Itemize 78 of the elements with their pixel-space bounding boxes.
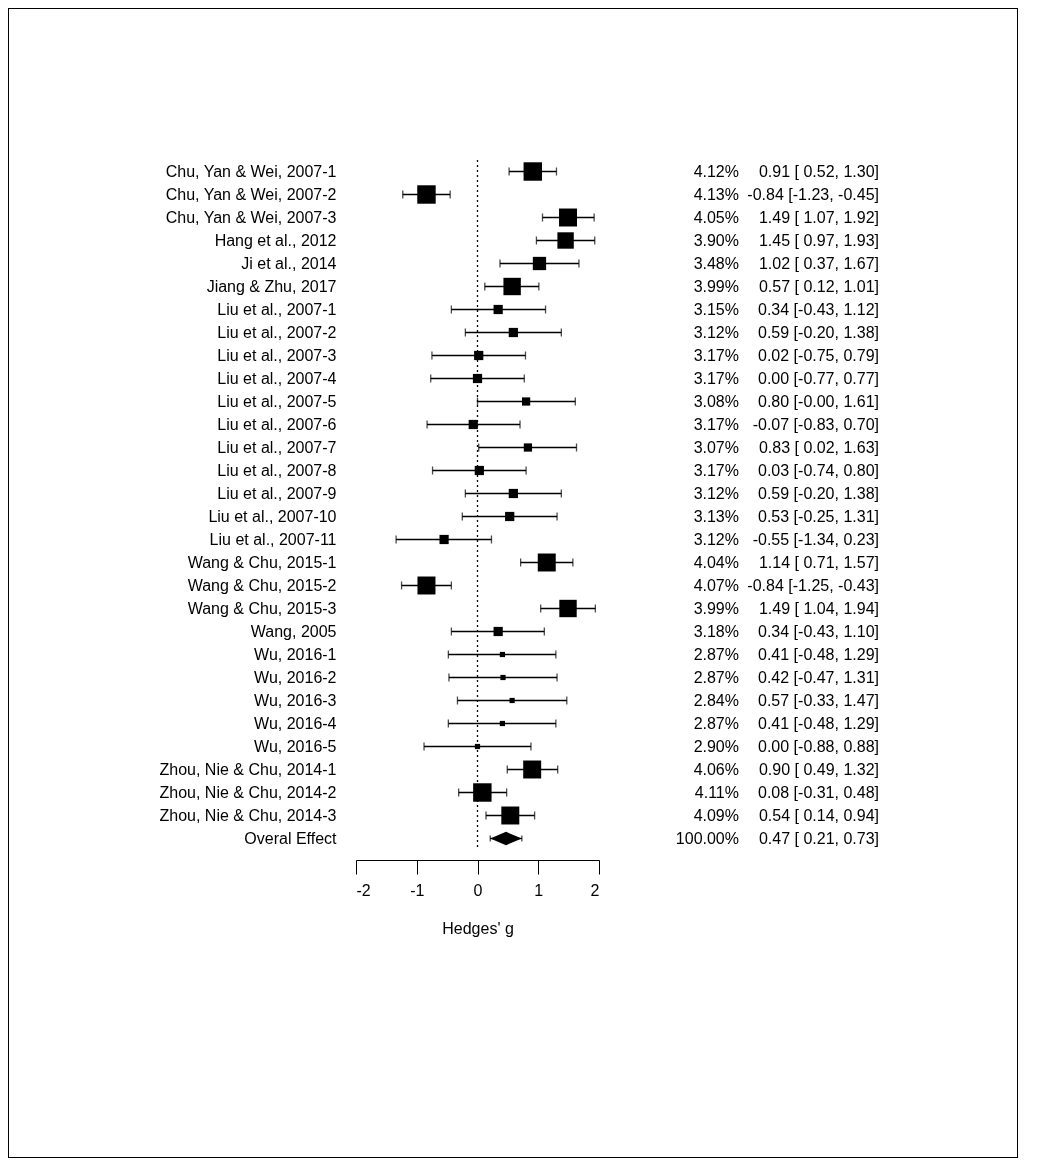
y-tick-label: Zhou, Nie & Chu, 2014-3 (159, 806, 337, 824)
text: 3.48% 1.02 [ 0.37, 1.67] (693, 254, 879, 272)
y-tick-label: Wu, 2016-4 (254, 714, 337, 732)
text: 3.17% 0.03 [-0.74, 0.80] (693, 461, 879, 479)
point (508, 327, 518, 338)
text: 4.13% -0.84 [-1.23, -0.45] (693, 185, 879, 203)
y-tick-label: Wu, 2016-5 (254, 737, 337, 755)
text: 2.87% 0.41 [-0.48, 1.29] (693, 645, 879, 663)
x-tick-label: -1 (410, 881, 425, 899)
text: 3.12% 0.59 [-0.20, 1.38] (693, 484, 879, 502)
x-tick-label: 1 (534, 881, 544, 899)
text: 3.17% -0.07 [-0.83, 0.70] (693, 415, 879, 433)
y-tick-label: Wu, 2016-3 (254, 691, 337, 709)
text: 4.11% 0.08 [-0.31, 0.48] (694, 783, 879, 801)
y-tick-label: Liu et al., 2007-11 (209, 530, 337, 548)
text: 2.84% 0.57 [-0.33, 1.47] (693, 691, 879, 709)
y-tick-label: Liu et al., 2007-6 (217, 415, 337, 433)
point (505, 511, 515, 522)
y-tick-label: Wang & Chu, 2015-1 (187, 553, 337, 571)
y-tick-label: Liu et al., 2007-9 (217, 484, 337, 502)
text: 2.87% 0.42 [-0.47, 1.31] (693, 668, 879, 686)
y-tick-label: Jiang & Zhu, 2017 (206, 277, 337, 295)
y-tick-label: Wang, 2005 (250, 622, 337, 640)
text: 3.99% 0.57 [ 0.12, 1.01] (693, 277, 879, 295)
text: 3.08% 0.80 [-0.00, 1.61] (693, 392, 879, 410)
point (493, 304, 503, 315)
point (474, 465, 484, 476)
text: 4.09% 0.54 [ 0.14, 0.94] (693, 806, 879, 824)
text: 3.18% 0.34 [-0.43, 1.10] (693, 622, 879, 640)
text: 3.90% 1.45 [ 0.97, 1.93] (693, 231, 879, 249)
point (521, 397, 531, 406)
y-tick-label: Wu, 2016-2 (254, 668, 337, 686)
text: 4.04% 1.14 [ 0.71, 1.57] (693, 553, 879, 571)
text: 4.05% 1.49 [ 1.07, 1.92] (693, 208, 879, 226)
point (508, 488, 518, 499)
point (523, 443, 533, 452)
text: 2.90% 0.00 [-0.88, 0.88] (693, 737, 879, 755)
y-tick-label: Overal Effect (244, 829, 338, 847)
point (493, 626, 503, 637)
text: 3.99% 1.49 [ 1.04, 1.94] (693, 599, 879, 617)
x-axis-title: Hedges' g (442, 919, 514, 937)
y-tick-label: Chu, Yan & Wei, 2007-1 (165, 162, 337, 180)
y-tick-label: Liu et al., 2007-5 (217, 392, 337, 410)
text: 3.12% 0.59 [-0.20, 1.38] (693, 323, 879, 341)
text: 3.17% 0.02 [-0.75, 0.79] (693, 346, 879, 364)
point (439, 534, 449, 545)
y-tick-label: Chu, Yan & Wei, 2007-3 (165, 208, 337, 226)
y-tick-label: Liu et al., 2007-2 (217, 323, 337, 341)
y-tick-label: Liu et al., 2007-1 (217, 300, 337, 318)
text: 3.12% -0.55 [-1.34, 0.23] (693, 530, 879, 548)
text: 3.17% 0.00 [-0.77, 0.77] (693, 369, 879, 387)
point (474, 350, 484, 361)
x-tick-label: -2 (356, 881, 371, 899)
y-tick-label: Liu et al., 2007-3 (217, 346, 337, 364)
text: 4.06% 0.90 [ 0.49, 1.32] (693, 760, 879, 778)
y-tick-label: Chu, Yan & Wei, 2007-2 (165, 185, 337, 203)
text: 3.07% 0.83 [ 0.02, 1.63] (693, 438, 879, 456)
point (472, 373, 483, 384)
text: 4.07% -0.84 [-1.25, -0.43] (693, 576, 879, 594)
x-tick-label: 0 (473, 881, 483, 899)
y-tick-label: Liu et al., 2007-8 (217, 461, 337, 479)
y-tick-label: Liu et al., 2007-7 (217, 438, 337, 456)
y-tick-label: Liu et al., 2007-4 (217, 369, 337, 387)
text: 100.00% 0.47 [ 0.21, 0.73] (675, 829, 879, 847)
text: 2.87% 0.41 [-0.48, 1.29] (693, 714, 879, 732)
x-tick-label: 2 (590, 881, 600, 899)
y-tick-label: Zhou, Nie & Chu, 2014-2 (159, 783, 337, 801)
y-tick-label: Wang & Chu, 2015-2 (187, 576, 337, 594)
text: 3.15% 0.34 [-0.43, 1.12] (693, 300, 879, 318)
y-tick-label: Zhou, Nie & Chu, 2014-1 (159, 760, 337, 778)
point (468, 419, 478, 430)
y-tick-label: Wu, 2016-1 (254, 645, 337, 663)
text: 4.12% 0.91 [ 0.52, 1.30] (693, 162, 879, 180)
y-tick-label: Liu et al., 2007-10 (208, 507, 337, 525)
y-tick-label: Wang & Chu, 2015-3 (187, 599, 337, 617)
y-tick-label: Ji et al., 2014 (241, 254, 337, 272)
text: 3.13% 0.53 [-0.25, 1.31] (693, 507, 879, 525)
y-tick-label: Hang et al., 2012 (214, 231, 337, 249)
